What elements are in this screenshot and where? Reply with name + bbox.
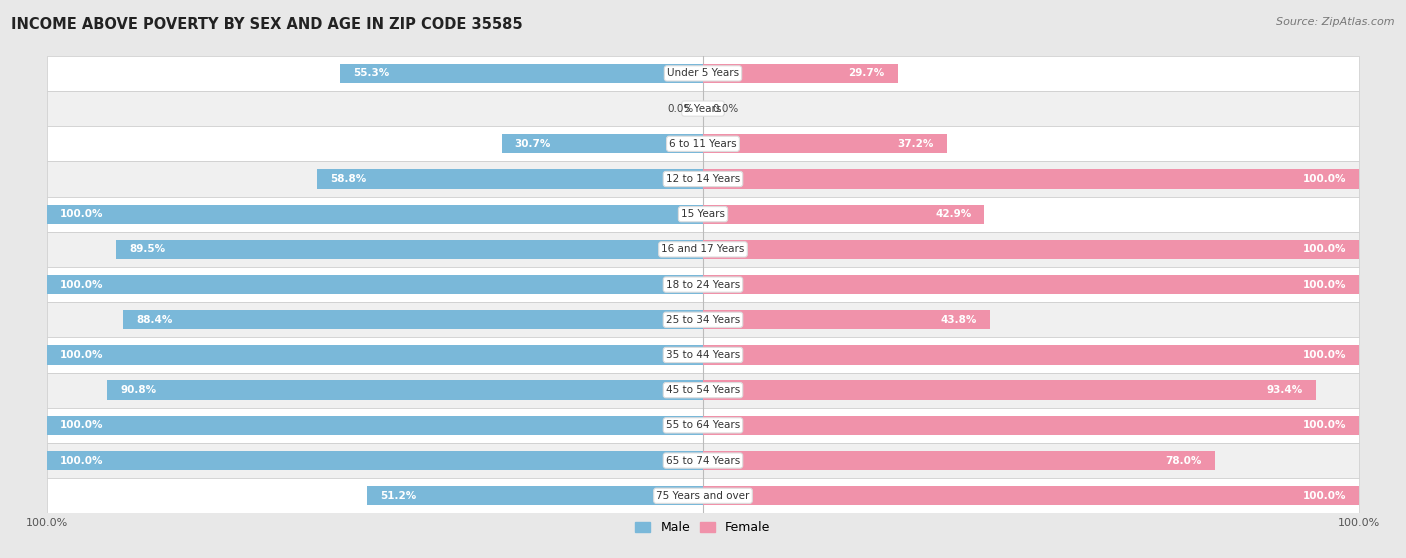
Bar [340, 64, 703, 83]
Bar [703, 134, 948, 153]
Bar [46, 91, 1360, 126]
Text: 100.0%: 100.0% [1302, 174, 1346, 184]
Text: 6 to 11 Years: 6 to 11 Years [669, 139, 737, 149]
Bar [46, 196, 1360, 232]
Text: 100.0%: 100.0% [60, 420, 104, 430]
Bar [46, 267, 1360, 302]
Text: 100.0%: 100.0% [60, 455, 104, 465]
Text: 100.0%: 100.0% [1302, 280, 1346, 290]
Bar [46, 204, 703, 224]
Text: 37.2%: 37.2% [897, 139, 934, 149]
Text: 55 to 64 Years: 55 to 64 Years [666, 420, 740, 430]
Text: 5 Years: 5 Years [685, 104, 721, 114]
Text: 100.0%: 100.0% [1302, 491, 1346, 501]
Bar [107, 381, 703, 400]
Bar [703, 486, 1360, 506]
Text: 89.5%: 89.5% [129, 244, 165, 254]
Text: INCOME ABOVE POVERTY BY SEX AND AGE IN ZIP CODE 35585: INCOME ABOVE POVERTY BY SEX AND AGE IN Z… [11, 17, 523, 32]
Text: 29.7%: 29.7% [848, 69, 884, 78]
Text: Under 5 Years: Under 5 Years [666, 69, 740, 78]
Bar [703, 169, 1360, 189]
Text: 93.4%: 93.4% [1267, 385, 1303, 395]
Bar [46, 443, 1360, 478]
Bar [703, 240, 1360, 259]
Bar [115, 240, 703, 259]
Text: 100.0%: 100.0% [1302, 420, 1346, 430]
Bar [367, 486, 703, 506]
Bar [46, 56, 1360, 91]
Bar [703, 345, 1360, 365]
Text: 100.0%: 100.0% [1302, 244, 1346, 254]
Bar [46, 408, 1360, 443]
Text: 100.0%: 100.0% [1302, 350, 1346, 360]
Bar [46, 373, 1360, 408]
Text: 35 to 44 Years: 35 to 44 Years [666, 350, 740, 360]
Text: 65 to 74 Years: 65 to 74 Years [666, 455, 740, 465]
Bar [703, 310, 990, 329]
Bar [318, 169, 703, 189]
Bar [703, 275, 1360, 294]
Bar [46, 451, 703, 470]
Bar [46, 478, 1360, 513]
Bar [46, 338, 1360, 373]
Text: 100.0%: 100.0% [60, 280, 104, 290]
Text: 100.0%: 100.0% [60, 350, 104, 360]
Text: 0.0%: 0.0% [713, 104, 740, 114]
Bar [46, 416, 703, 435]
Text: 51.2%: 51.2% [380, 491, 416, 501]
Bar [703, 416, 1360, 435]
Text: 100.0%: 100.0% [60, 209, 104, 219]
Text: 75 Years and over: 75 Years and over [657, 491, 749, 501]
Bar [703, 204, 984, 224]
Text: 25 to 34 Years: 25 to 34 Years [666, 315, 740, 325]
Bar [46, 345, 703, 365]
Bar [703, 381, 1316, 400]
Text: 0.0%: 0.0% [666, 104, 693, 114]
Bar [46, 232, 1360, 267]
Text: 42.9%: 42.9% [935, 209, 972, 219]
Bar [46, 161, 1360, 196]
Text: 78.0%: 78.0% [1166, 455, 1202, 465]
Bar [703, 451, 1215, 470]
Text: 12 to 14 Years: 12 to 14 Years [666, 174, 740, 184]
Text: Source: ZipAtlas.com: Source: ZipAtlas.com [1277, 17, 1395, 27]
Text: 15 Years: 15 Years [681, 209, 725, 219]
Text: 18 to 24 Years: 18 to 24 Years [666, 280, 740, 290]
Bar [122, 310, 703, 329]
Bar [46, 275, 703, 294]
Bar [703, 64, 898, 83]
Text: 45 to 54 Years: 45 to 54 Years [666, 385, 740, 395]
Bar [46, 126, 1360, 161]
Bar [502, 134, 703, 153]
Legend: Male, Female: Male, Female [630, 516, 776, 539]
Text: 55.3%: 55.3% [353, 69, 389, 78]
Text: 30.7%: 30.7% [515, 139, 551, 149]
Text: 88.4%: 88.4% [136, 315, 173, 325]
Text: 58.8%: 58.8% [330, 174, 367, 184]
Text: 16 and 17 Years: 16 and 17 Years [661, 244, 745, 254]
Bar [46, 302, 1360, 338]
Text: 43.8%: 43.8% [941, 315, 977, 325]
Text: 90.8%: 90.8% [121, 385, 156, 395]
